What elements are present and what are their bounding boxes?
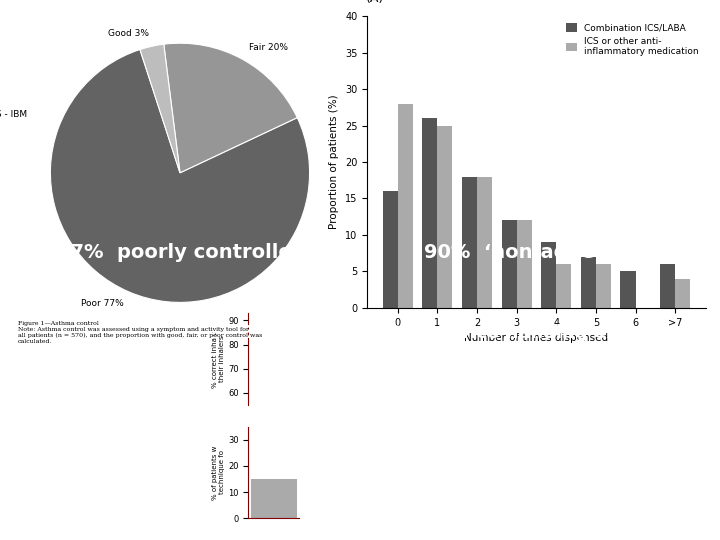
Text: 72–83%  demonstrated device handing errors: 72–83% demonstrated device handing error… <box>194 325 655 342</box>
Text: 90%  ‘non-adherent’: 90% ‘non-adherent’ <box>424 243 649 262</box>
Bar <box>502 220 516 308</box>
Bar <box>541 242 557 308</box>
Text: (A): (A) <box>366 0 384 5</box>
Wedge shape <box>50 50 310 302</box>
Bar <box>581 257 596 308</box>
Bar <box>675 279 690 308</box>
Bar <box>621 271 636 308</box>
Text: Poor 77%: Poor 77% <box>81 299 123 308</box>
Bar <box>660 264 675 308</box>
Text: SPSS - IBM: SPSS - IBM <box>0 110 27 119</box>
Bar <box>477 177 492 308</box>
Bar <box>382 191 397 308</box>
Y-axis label: % correct inhale
their inhalers: % correct inhale their inhalers <box>212 330 225 388</box>
Y-axis label: % of patients w
technique fo: % of patients w technique fo <box>212 446 225 500</box>
Text: 77%  poorly controlled: 77% poorly controlled <box>58 243 306 262</box>
Legend: Combination ICS/LABA, ICS or other anti-
inflammatory medication: Combination ICS/LABA, ICS or other anti-… <box>563 21 701 59</box>
Bar <box>251 479 297 518</box>
Bar <box>422 118 437 308</box>
Bar <box>557 264 571 308</box>
Text: Good 3%: Good 3% <box>108 29 149 38</box>
Bar <box>462 177 477 308</box>
Bar <box>397 104 413 308</box>
Bar <box>437 126 452 308</box>
Bar <box>596 264 611 308</box>
Wedge shape <box>140 44 180 173</box>
X-axis label: Number of times dispensed: Number of times dispensed <box>464 333 608 343</box>
Y-axis label: Proportion of patients (%): Proportion of patients (%) <box>330 94 339 230</box>
Text: Figure 1—Asthma control
Note: Asthma control was assessed using a symptom and ac: Figure 1—Asthma control Note: Asthma con… <box>18 321 262 344</box>
Bar <box>516 220 531 308</box>
Text: Fair 20%: Fair 20% <box>248 43 288 52</box>
Wedge shape <box>163 43 297 173</box>
